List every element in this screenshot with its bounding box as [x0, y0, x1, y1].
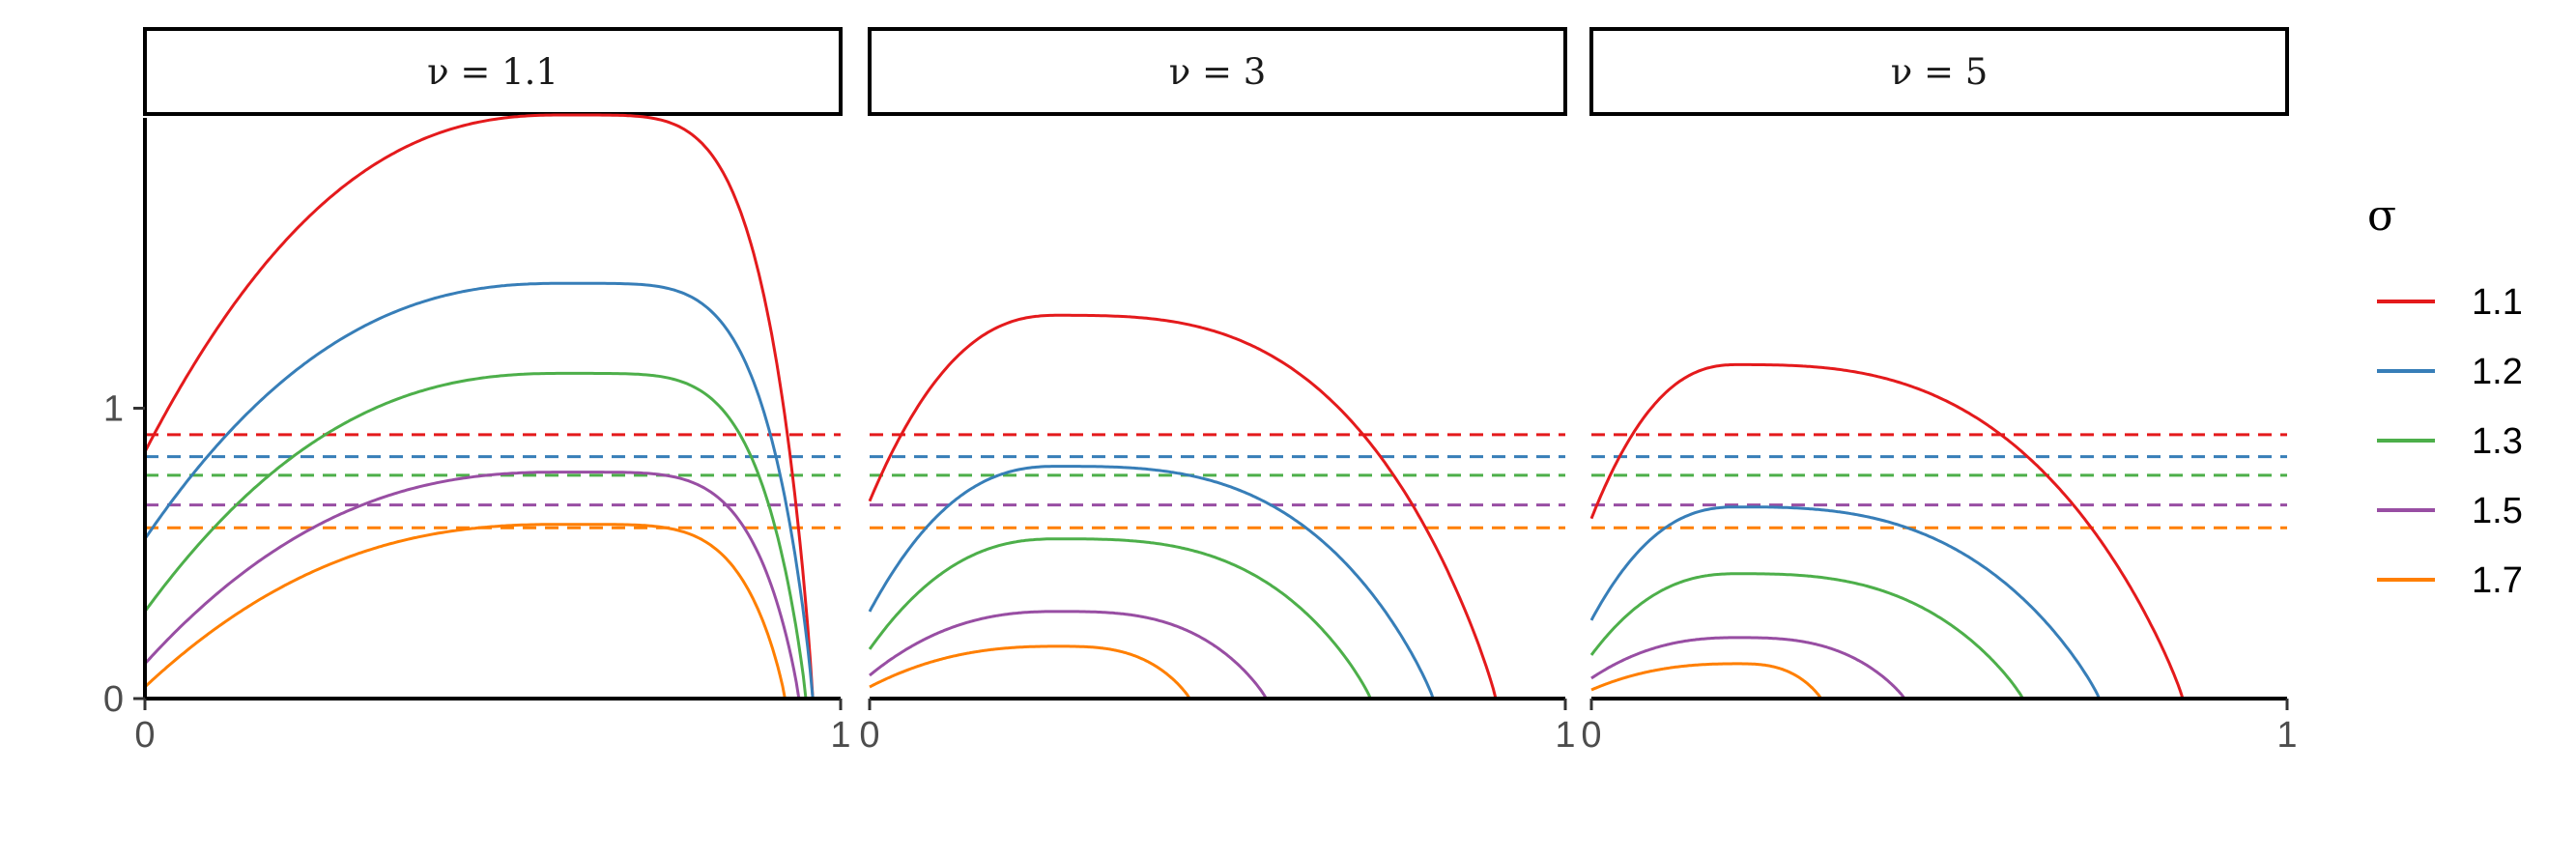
- legend-label: 1.7: [2472, 560, 2523, 601]
- legend-label: 1.2: [2472, 352, 2523, 392]
- x-tick-label: 1: [830, 715, 850, 756]
- facet-strip: [143, 27, 843, 116]
- series-line: [869, 610, 1268, 700]
- series-line: [143, 113, 815, 700]
- series-line: [143, 471, 801, 700]
- y-tick-label: 1: [103, 389, 124, 430]
- series-curves: [143, 113, 2185, 700]
- facet-label: ν = 5: [1891, 51, 1989, 93]
- series-line: [143, 523, 787, 700]
- series-line: [143, 281, 815, 700]
- legend-label: 1.5: [2472, 491, 2523, 531]
- series-line: [143, 371, 808, 700]
- legend: σ 1.1 1.2 1.3 1.5 1.7: [2367, 191, 2523, 601]
- facet-strip: [1589, 27, 2289, 116]
- facet-strips: ν = 1.1 ν = 3 ν = 5: [143, 27, 2289, 116]
- series-line: [1589, 362, 2185, 700]
- series-line: [1590, 636, 1906, 700]
- facet-strip: [868, 27, 1567, 116]
- series-line: [1589, 505, 2101, 700]
- x-tick-label: 1: [1555, 715, 1575, 756]
- axes: 0 1 0 1 0 101: [103, 118, 2298, 756]
- series-line: [1590, 662, 1822, 700]
- x-tick-label: 1: [2276, 715, 2297, 756]
- legend-title: σ: [2367, 191, 2396, 241]
- x-tick-label: 0: [1581, 715, 1601, 756]
- series-line: [1589, 572, 2024, 700]
- x-tick-label: 0: [134, 715, 155, 756]
- legend-label: 1.3: [2472, 421, 2523, 462]
- facet-label: ν = 1.1: [427, 51, 558, 93]
- x-tick-label: 0: [859, 715, 879, 756]
- series-line: [868, 313, 1498, 700]
- series-line: [869, 644, 1191, 700]
- y-tick-label: 0: [103, 679, 124, 720]
- legend-label: 1.1: [2472, 282, 2523, 323]
- series-line: [868, 465, 1435, 700]
- facet-label: ν = 3: [1169, 51, 1267, 93]
- reference-lines: [145, 433, 2287, 529]
- series-line: [868, 537, 1372, 700]
